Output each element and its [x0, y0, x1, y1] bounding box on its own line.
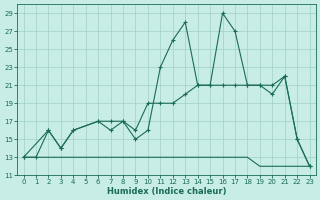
- X-axis label: Humidex (Indice chaleur): Humidex (Indice chaleur): [107, 187, 226, 196]
